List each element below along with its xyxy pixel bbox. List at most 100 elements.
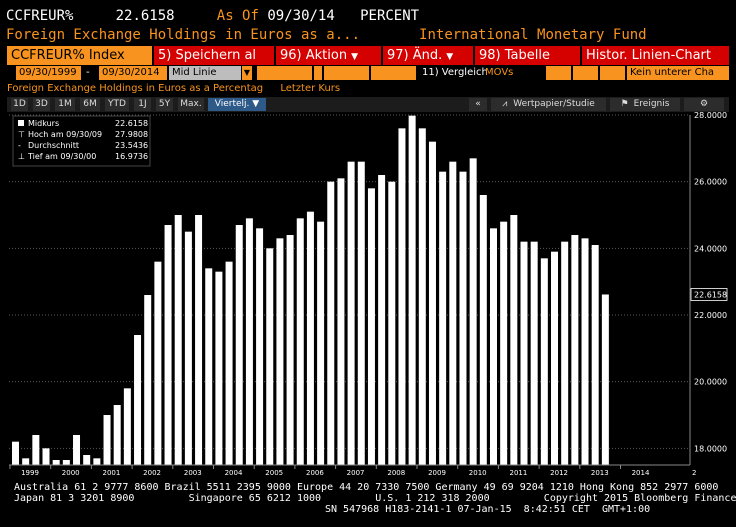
table-button[interactable]: 98) Tabelle xyxy=(475,46,580,65)
footer-line-1: Australia 61 2 9777 8600 Brazil 5511 239… xyxy=(14,482,719,493)
last-value: 22.6158 xyxy=(115,8,175,24)
bar xyxy=(449,161,457,465)
bar xyxy=(337,178,345,465)
bar xyxy=(42,448,50,465)
legend: Midkurs 22.6158 ⊤ Hoch am 09/30/09 27.98… xyxy=(12,115,151,167)
data-source: International Monetary Fund xyxy=(419,27,647,43)
legend-swatch xyxy=(18,120,24,126)
legend-low-label: Tief am 09/30/00 xyxy=(27,152,96,161)
bar xyxy=(184,231,192,465)
period-max[interactable]: Max. xyxy=(178,98,204,111)
y-tick-label: 28.0000 xyxy=(694,112,727,120)
bar xyxy=(93,458,101,465)
lower-chart-select[interactable]: Kein unterer Cha xyxy=(627,66,729,80)
chart-type-button[interactable]: Histor. Linien-Chart xyxy=(582,46,729,65)
info-row: Foreign Exchange Holdings in Euros as a … xyxy=(7,83,340,94)
bar xyxy=(266,248,274,465)
x-tick-label: 2013 xyxy=(591,469,609,477)
x-tick-label: 2009 xyxy=(428,469,446,477)
y-axis: 28.0000 26.0000 24.0000 22.0000 20.0000 18.00… xyxy=(9,112,728,466)
events-label: Ereignis xyxy=(633,99,670,109)
x-tick-label: 2006 xyxy=(306,469,324,477)
collapse-button[interactable]: « xyxy=(469,98,487,111)
bar xyxy=(357,161,365,465)
footer-line-2: Japan 81 3 3201 8900 Singapore 65 6212 1… xyxy=(14,493,736,504)
gear-icon: ⚙ xyxy=(699,99,709,109)
bar xyxy=(479,195,487,465)
events-button[interactable]: ⚑ Ereignis xyxy=(610,98,680,111)
blank-field[interactable] xyxy=(371,66,416,80)
blank-field[interactable] xyxy=(314,66,322,80)
bar xyxy=(52,460,60,465)
index-field[interactable]: CCFREUR% Index xyxy=(7,46,152,65)
bar xyxy=(215,271,223,465)
bar xyxy=(418,128,426,466)
last-price-label: Letzter Kurs xyxy=(280,83,341,94)
end-date-field[interactable]: 09/30/2014 xyxy=(99,66,167,80)
action-label: 96) Aktion xyxy=(280,48,348,63)
bar xyxy=(83,455,91,465)
frequency-select[interactable]: Viertelj. ▼ xyxy=(208,98,266,111)
blank-field[interactable] xyxy=(573,66,598,80)
blank-field[interactable] xyxy=(546,66,571,80)
change-menu[interactable]: 97) Änd. ▼ xyxy=(383,46,473,65)
bar xyxy=(327,181,335,465)
period-1d[interactable]: 1D xyxy=(11,98,28,111)
last-value-box xyxy=(690,288,728,301)
legend-high-marker: ⊤ xyxy=(18,130,25,139)
bar xyxy=(510,215,518,465)
x-tick-label: 1999 xyxy=(21,469,39,477)
x-tick-label: 2014 xyxy=(632,469,650,477)
bar xyxy=(540,258,548,465)
y-tick-label: 18.0000 xyxy=(694,444,727,453)
x-tick-label: 2004 xyxy=(225,469,243,477)
legend-low-value: 16.9736 xyxy=(115,152,148,161)
bar xyxy=(113,405,121,465)
bar xyxy=(276,238,284,465)
blank-field[interactable] xyxy=(257,66,312,80)
blank-field[interactable] xyxy=(600,66,625,80)
save-label: 5) Speichern al xyxy=(158,48,257,63)
bar xyxy=(22,458,30,465)
chevron-down-icon: ▼ xyxy=(446,52,454,62)
bar xyxy=(317,221,325,465)
chevron-down-icon[interactable]: ▼ xyxy=(242,66,252,80)
series-title: Foreign Exchange Holdings in Euros as a … xyxy=(7,83,264,94)
period-1j[interactable]: 1J xyxy=(134,98,151,111)
bar xyxy=(256,228,264,465)
footer-line-3: SN 547968 H183-2141-1 07-Jan-15 8:42:51 … xyxy=(325,504,651,515)
security-study-button[interactable]: ⩘ Wertpapier/Studie xyxy=(491,98,606,111)
save-button[interactable]: 5) Speichern al xyxy=(154,46,274,65)
bar xyxy=(73,435,81,465)
x-tick-label: 2012 xyxy=(550,469,568,477)
compare-value[interactable]: MOVs xyxy=(485,67,514,78)
legend-low-marker: ⊥ xyxy=(18,152,25,161)
compare-label[interactable]: 11) Vergleich xyxy=(422,67,488,78)
legend-avg-value: 23.5436 xyxy=(115,141,148,150)
settings-button[interactable]: ⚙ xyxy=(684,98,724,111)
chart-line-icon: ⩘ xyxy=(502,99,508,109)
bar xyxy=(225,261,233,465)
legend-high-value: 27.9808 xyxy=(115,130,148,139)
x-tick-label: 2010 xyxy=(469,469,487,477)
bar xyxy=(306,211,314,465)
bar xyxy=(205,268,213,465)
bar xyxy=(469,158,477,466)
line-mode-select[interactable]: Mid Linie xyxy=(169,66,241,80)
x-tick-label: 2005 xyxy=(265,469,283,477)
bar xyxy=(174,215,182,465)
period-6m[interactable]: 6M xyxy=(80,98,100,111)
y-tick-label: 26.0000 xyxy=(694,178,727,187)
series-description: Foreign Exchange Holdings in Euros as a.… xyxy=(6,27,361,43)
period-ytd[interactable]: YTD xyxy=(105,98,129,111)
period-bar: 1D 3D 1M 6M YTD 1J 5Y Max. Viertelj. ▼ «… xyxy=(7,97,729,112)
blank-field[interactable] xyxy=(324,66,369,80)
period-3d[interactable]: 3D xyxy=(33,98,50,111)
period-1m[interactable]: 1M xyxy=(55,98,75,111)
start-date-field[interactable]: 09/30/1999 xyxy=(16,66,81,80)
x-tick-label: 2011 xyxy=(509,469,527,477)
bar xyxy=(32,435,40,465)
period-5y[interactable]: 5Y xyxy=(156,98,173,111)
action-menu[interactable]: 96) Aktion ▼ xyxy=(276,46,381,65)
last-value-label: 22.6158 xyxy=(694,290,727,299)
